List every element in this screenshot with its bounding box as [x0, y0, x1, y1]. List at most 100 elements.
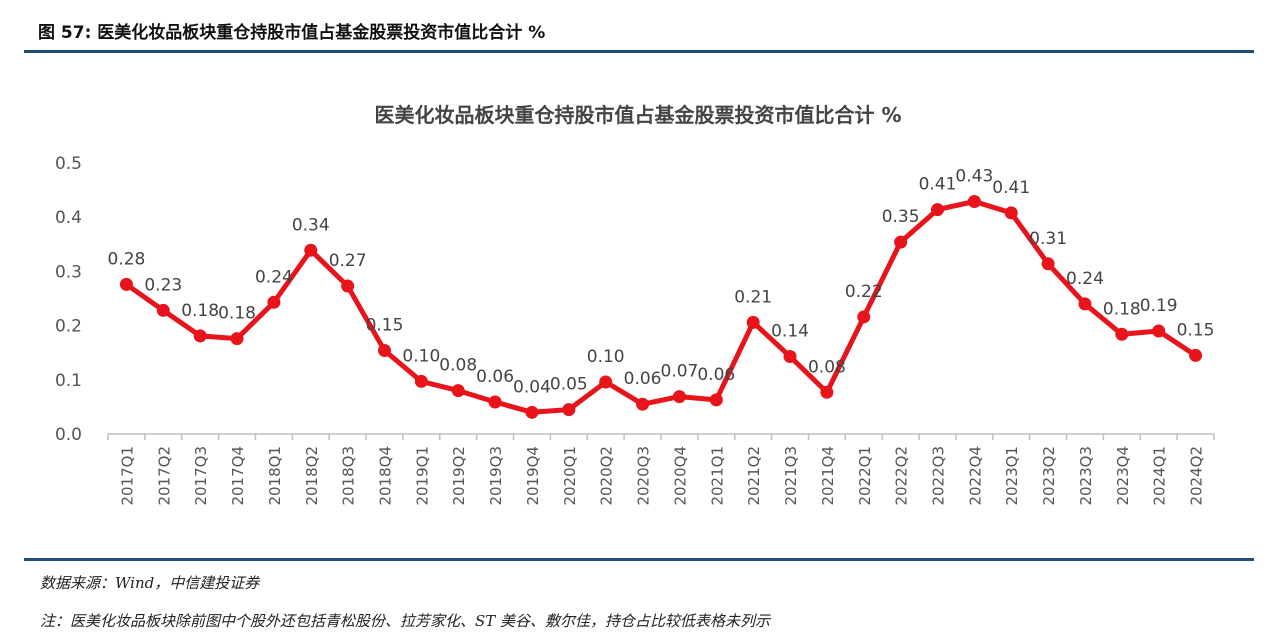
- data-label: 0.27: [329, 251, 367, 271]
- figure-title: 图 57: 医美化妆品板块重仓持股市值占基金股票投资市值比合计 %: [38, 23, 546, 43]
- data-point: [967, 194, 981, 208]
- y-tick-label: 0.4: [55, 208, 82, 228]
- x-tick-label: 2017Q2: [155, 446, 173, 506]
- data-label: 0.08: [808, 357, 846, 377]
- x-tick-label: 2018Q2: [303, 446, 321, 506]
- data-point: [746, 315, 760, 329]
- data-point: [119, 277, 133, 291]
- data-label: 0.14: [771, 321, 809, 341]
- data-point: [562, 403, 576, 417]
- x-tick-label: 2023Q1: [1003, 446, 1021, 506]
- top-rule: [24, 50, 1254, 53]
- y-tick-label: 0.2: [55, 317, 82, 337]
- data-label: 0.41: [992, 178, 1030, 198]
- x-tick-label: 2017Q4: [229, 446, 247, 506]
- x-tick-label: 2017Q1: [118, 446, 136, 506]
- y-tick-label: 0.3: [55, 262, 82, 282]
- bottom-rule: [24, 558, 1254, 561]
- data-label: 0.28: [108, 249, 146, 269]
- x-tick-label: 2020Q3: [635, 446, 653, 506]
- data-label: 0.22: [845, 282, 883, 302]
- series-line: [123, 199, 1199, 415]
- data-point: [1152, 324, 1166, 338]
- data-label: 0.05: [550, 375, 588, 395]
- x-tick-label: 2019Q2: [450, 446, 468, 506]
- data-point: [378, 344, 391, 358]
- data-point: [156, 303, 170, 317]
- x-tick-label: 2022Q2: [893, 446, 911, 506]
- x-tick-label: 2020Q4: [671, 446, 689, 506]
- x-tick-label: 2024Q2: [1188, 446, 1206, 506]
- x-tick-label: 2023Q4: [1114, 446, 1132, 506]
- x-tick-label: 2021Q3: [782, 446, 800, 506]
- x-tick-label: 2023Q2: [1040, 446, 1058, 506]
- data-label: 0.18: [218, 304, 256, 324]
- data-label: 0.19: [1140, 296, 1178, 316]
- x-tick-label: 2022Q3: [930, 446, 948, 506]
- data-point: [894, 235, 908, 249]
- data-point: [672, 390, 686, 404]
- source-note: 数据来源：Wind，中信建投证券: [40, 574, 260, 592]
- data-label: 0.06: [476, 367, 514, 387]
- data-point: [1078, 297, 1092, 311]
- data-point: [1189, 348, 1203, 362]
- data-label: 0.06: [624, 369, 662, 389]
- data-point: [230, 332, 244, 346]
- y-tick-label: 0.0: [55, 425, 82, 445]
- data-label: 0.21: [734, 287, 772, 307]
- series-layer: [119, 194, 1203, 419]
- data-point: [525, 405, 539, 419]
- data-label: 0.43: [955, 166, 993, 186]
- data-label: 0.34: [292, 215, 330, 235]
- x-tick-label: 2019Q4: [524, 446, 542, 506]
- y-axis: 0.0 0.1 0.2 0.3 0.4 0.5: [55, 154, 82, 445]
- x-tick-label: 2018Q1: [266, 446, 284, 506]
- x-tick-label: 2019Q3: [487, 446, 505, 506]
- data-label: 0.41: [919, 175, 957, 195]
- data-label: 0.06: [697, 365, 735, 385]
- data-label: 0.18: [1103, 299, 1141, 319]
- data-point: [931, 203, 944, 217]
- x-tick-label: 2018Q4: [377, 446, 395, 506]
- x-tick-label: 2021Q2: [745, 446, 763, 506]
- data-point: [857, 310, 871, 324]
- data-point: [414, 374, 428, 388]
- data-point: [341, 279, 355, 293]
- data-label: 0.24: [1066, 269, 1104, 289]
- data-label: 0.15: [366, 316, 404, 336]
- data-point: [636, 397, 650, 411]
- x-tick-label: 2019Q1: [413, 446, 431, 506]
- data-point: [267, 295, 281, 309]
- data-point: [304, 243, 318, 257]
- data-point: [193, 329, 207, 343]
- x-tick-label: 2020Q1: [561, 446, 579, 506]
- x-tick-label: 2017Q3: [192, 446, 210, 506]
- data-point: [783, 349, 797, 363]
- data-point: [820, 385, 834, 399]
- data-point: [709, 393, 723, 407]
- data-point: [1115, 327, 1129, 341]
- data-point: [451, 384, 465, 398]
- chart-title: 医美化妆品板块重仓持股市值占基金股票投资市值比合计 %: [374, 103, 901, 127]
- x-tick-label: 2023Q3: [1077, 446, 1095, 506]
- y-tick-label: 0.5: [55, 154, 82, 174]
- data-label: 0.10: [402, 346, 440, 366]
- data-point: [599, 375, 613, 389]
- x-tick-label: 2024Q1: [1151, 446, 1169, 506]
- data-label: 0.04: [513, 377, 551, 397]
- data-labels: 0.280.230.18 0.180.240.340.270.150.10 0.08…: [108, 166, 1215, 397]
- data-label: 0.18: [181, 301, 219, 321]
- x-tick-label: 2022Q1: [856, 446, 874, 506]
- data-label: 0.10: [587, 347, 625, 367]
- x-tick-label: 2021Q4: [819, 446, 837, 506]
- data-label: 0.35: [882, 207, 920, 227]
- footnote: 注：医美化妆品板块除前图中个股外还包括青松股份、拉芳家化、ST 美谷、敷尔佳，持…: [40, 612, 771, 630]
- line-chart: 医美化妆品板块重仓持股市值占基金股票投资市值比合计 % 0.0 0.1 0.2 0.3…: [55, 103, 1215, 506]
- data-label: 0.07: [661, 362, 699, 382]
- x-tick-label: 2020Q2: [598, 446, 616, 506]
- data-label: 0.08: [439, 356, 477, 376]
- x-tick-label: 2022Q4: [966, 446, 984, 506]
- data-label: 0.31: [1029, 229, 1067, 249]
- x-tick-label: 2021Q1: [708, 446, 726, 506]
- x-tick-label: 2018Q3: [340, 446, 358, 506]
